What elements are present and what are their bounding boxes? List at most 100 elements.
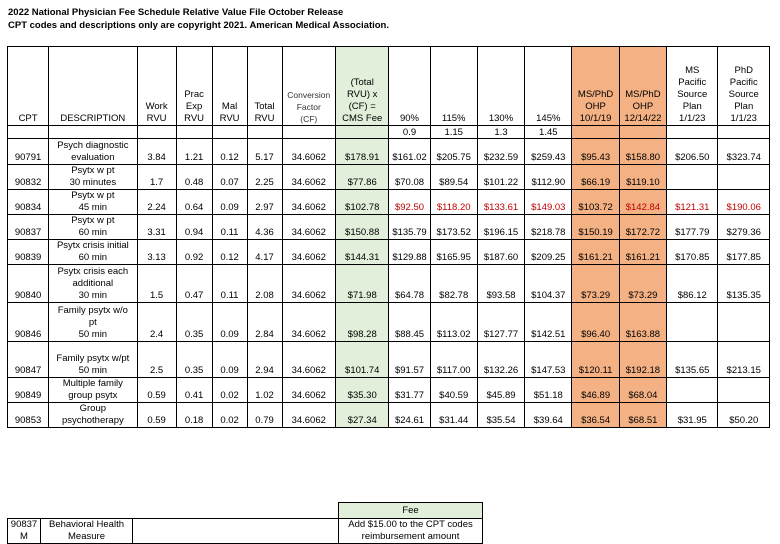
cell-fee-145: $39.64 (524, 402, 573, 428)
header-line: (Total (350, 77, 374, 88)
cell-ms-phd-ohp-2019: $96.40 (571, 302, 620, 342)
bh-cpt: 90837 M (7, 518, 41, 544)
header-line: CMS Fee (342, 113, 383, 124)
cell-phd-pacific-source (717, 377, 770, 403)
cell-mal-rvu: 0.09 (211, 189, 248, 215)
header-line: Conversion (287, 90, 331, 100)
header-line: 130% (488, 113, 514, 124)
cell-fee-145: $104.37 (524, 264, 573, 303)
cell-mal-rvu: 0.02 (211, 377, 248, 403)
cell-fee-130: $232.59 (476, 138, 526, 165)
cell-ms-phd-ohp-2019: $73.29 (571, 264, 620, 303)
table-row: 90853 Group psychotherapy 0.59 0.18 0.02 0.79 3… (6, 402, 770, 428)
header-line: (CF) = (348, 101, 376, 112)
cell-ms-phd-ohp-2019: $161.21 (571, 239, 620, 265)
header-line: DESCRIPTION (60, 113, 126, 124)
header-line: MS (685, 65, 700, 76)
cell-total-rvu: 2.97 (246, 189, 283, 215)
cell-cms-fee: $35.30 (334, 377, 390, 403)
cell-fee-90: $135.79 (388, 214, 431, 240)
multiplier-blank (717, 125, 770, 139)
cell-cms-fee: $71.98 (334, 264, 390, 303)
header-line: Plan (734, 101, 754, 112)
cell-total-rvu: 4.36 (246, 214, 283, 240)
cell-ms-phd-ohp-2019: $150.19 (571, 214, 620, 240)
cell-description: Psytx crisis initial 60 min (48, 239, 138, 265)
cell-ms-phd-ohp-2019: $95.43 (571, 138, 620, 165)
header-line: Factor (296, 102, 321, 112)
cell-ms-phd-ohp-2022: $192.18 (618, 341, 668, 378)
cell-conversion-factor: 34.6062 (281, 214, 336, 240)
cell-ms-phd-ohp-2022: $163.88 (618, 302, 668, 342)
description-line: 50 min (78, 329, 108, 340)
cell-fee-90: $91.57 (388, 341, 431, 378)
cell-fee-130: $45.89 (476, 377, 526, 403)
cell-description: Group psychotherapy (48, 402, 138, 428)
table-row: 90847 Family psytx w/pt 50 min 2.5 0.35 0.09 2… (6, 341, 770, 378)
description-line: 45 min (78, 202, 108, 213)
cell-cpt: 90832 (6, 164, 50, 190)
cell-work-rvu: 0.59 (136, 377, 177, 403)
cell-description: Family psytx w/o pt 50 min (48, 302, 138, 342)
header-phd-pacific-source: PhD Pacific Source Plan 1/1/23 (717, 46, 770, 126)
header-fee-145: 145% (524, 46, 573, 126)
description-line: Family psytx w/o (57, 305, 128, 316)
cell-description: Psytx w pt 60 min (48, 214, 138, 240)
description-line: Psytx crisis each (57, 266, 129, 277)
cell-ms-pacific-source: $121.31 (666, 189, 719, 215)
multiplier-blank (136, 125, 177, 139)
cell-cms-fee: $27.34 (334, 402, 390, 428)
cell-fee-90: $70.08 (388, 164, 431, 190)
cell-prac-exp-rvu: 0.94 (175, 214, 213, 240)
header-line: Total (254, 101, 275, 112)
cell-fee-115: $89.54 (429, 164, 478, 190)
cell-mal-rvu: 0.11 (211, 214, 248, 240)
cell-fee-115: $40.59 (429, 377, 478, 403)
cell-cpt: 90849 (6, 377, 50, 403)
cell-mal-rvu: 0.12 (211, 138, 248, 165)
cell-ms-pacific-source: $177.79 (666, 214, 719, 240)
cell-ms-phd-ohp-2022: $172.72 (618, 214, 668, 240)
cell-ms-phd-ohp-2019: $66.19 (571, 164, 620, 190)
cell-ms-phd-ohp-2022: $73.29 (618, 264, 668, 303)
bh-fee-note: Add $15.00 to the CPT codes reimbursemen… (338, 518, 483, 544)
cell-total-rvu: 5.17 (246, 138, 283, 165)
cell-fee-115: $165.95 (429, 239, 478, 265)
header-work-rvu: Work RVU (136, 46, 177, 126)
cell-cms-fee: $77.86 (334, 164, 390, 190)
table-row: 90839 Psytx crisis initial 60 min 3.13 0.92 0… (6, 239, 770, 265)
cell-total-rvu: 2.94 (246, 341, 283, 378)
cell-fee-130: $132.26 (476, 341, 526, 378)
cell-fee-90: $24.61 (388, 402, 431, 428)
table-row: 90834 Psytx w pt 45 min 2.24 0.64 0.09 2.97 34.… (6, 189, 770, 215)
cell-phd-pacific-source: $135.35 (717, 264, 770, 303)
description-line: 30 min (78, 290, 108, 301)
header-conversion-factor: Conversion Factor (CF) (281, 46, 336, 126)
header-line: Pacific (729, 77, 758, 88)
cell-ms-pacific-source: $206.50 (666, 138, 719, 165)
cell-mal-rvu: 0.12 (211, 239, 248, 265)
multiplier-blank (281, 125, 336, 139)
cell-ms-phd-ohp-2022: $119.10 (618, 164, 668, 190)
cell-description: Psytx crisis each additional 30 min (48, 264, 138, 303)
cell-cpt: 90791 (6, 138, 50, 165)
cell-conversion-factor: 34.6062 (281, 402, 336, 428)
header-line: Source (728, 89, 759, 100)
cell-fee-115: $113.02 (429, 302, 478, 342)
bh-cpt-line: 90837 (10, 519, 38, 531)
header-fee-130: 130% (476, 46, 526, 126)
bh-spacer (8, 503, 41, 519)
cell-work-rvu: 1.5 (136, 264, 177, 303)
cell-work-rvu: 3.31 (136, 214, 177, 240)
cell-fee-145: $112.90 (524, 164, 573, 190)
cell-description: Psytx w pt 30 minutes (48, 164, 138, 190)
bh-blank (132, 518, 339, 544)
cell-cms-fee: $178.91 (334, 138, 390, 165)
header-line: 1/1/23 (679, 113, 706, 124)
copyright-notice: CPT codes and descriptions only are copy… (8, 20, 389, 31)
cell-fee-115: $205.75 (429, 138, 478, 165)
report-title: 2022 National Physician Fee Schedule Rel… (8, 7, 344, 18)
cell-fee-145: $147.53 (524, 341, 573, 378)
cell-cpt: 90839 (6, 239, 50, 265)
header-line: Prac (184, 89, 204, 100)
